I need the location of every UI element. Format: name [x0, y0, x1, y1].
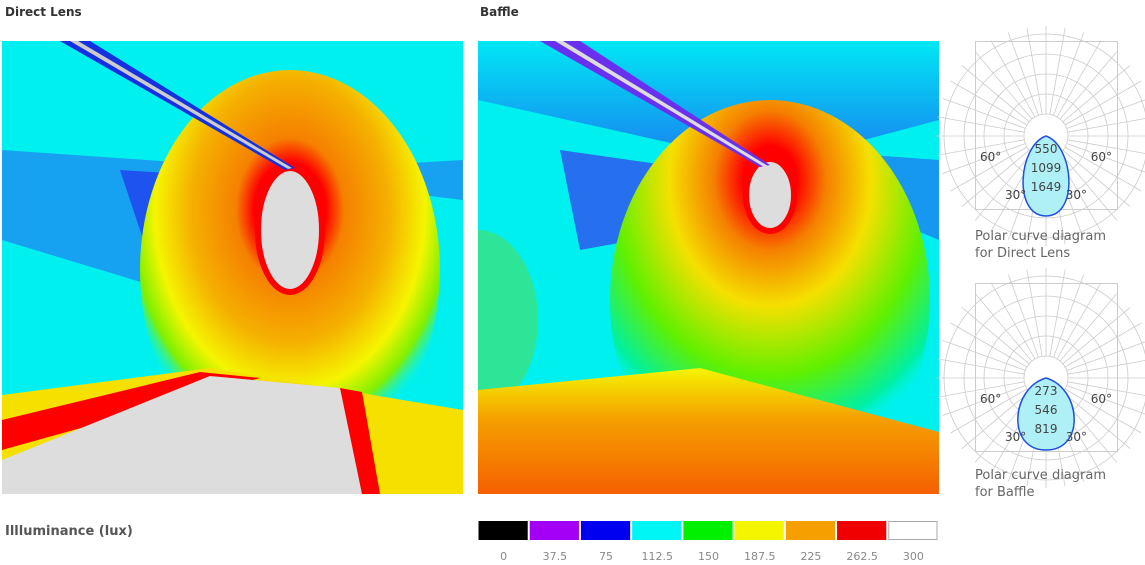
grid-ray: [1059, 293, 1118, 362]
grid-ray: [1066, 385, 1145, 415]
intensity-label: 273: [1035, 384, 1058, 398]
angle-label: 60°: [980, 392, 1001, 406]
legend-swatch: [478, 521, 528, 540]
polar-diagram: 60° 60° 30° 30° 273 546 819: [936, 268, 1145, 488]
legend-value: 262.5: [846, 550, 878, 563]
legend-swatch: [580, 521, 631, 540]
caption-line: for Direct Lens: [975, 246, 1071, 261]
legend-value: 37.5: [543, 550, 568, 563]
grid-ray: [1067, 381, 1145, 396]
legend-swatch: [888, 521, 938, 540]
grid-ray: [961, 149, 1030, 208]
polar-diagram: 60° 60° 30° 30° 550 1099 1649: [936, 26, 1145, 246]
angle-label: 30°: [1005, 430, 1026, 444]
grid-ray: [942, 385, 1026, 416]
grid-ray: [974, 152, 1033, 221]
polar-curve: [1017, 377, 1075, 451]
panel-title: Direct Lens: [5, 5, 82, 19]
grid-ray: [1049, 269, 1066, 357]
grid-ray: [961, 64, 1030, 123]
legend-swatch: [837, 521, 887, 540]
grid-ray: [1059, 152, 1118, 221]
caption-line: Polar curve diagram: [975, 468, 1106, 483]
legend-swatch: [785, 521, 836, 540]
angle-label: 30°: [1066, 188, 1087, 202]
grid-ray: [937, 381, 1025, 398]
legend-value: 300: [903, 550, 924, 563]
grid-ray: [942, 143, 1026, 174]
grid-ray: [990, 40, 1036, 118]
grid-ray: [1064, 80, 1142, 126]
legend-value: 150: [698, 550, 719, 563]
grid-ray: [1056, 282, 1102, 360]
angle-label: 60°: [1091, 150, 1112, 164]
intensity-label: 1099: [1031, 161, 1062, 175]
caption-line: for Baffle: [975, 485, 1035, 500]
render-baffle: [478, 41, 939, 494]
grid-ray: [942, 340, 1026, 371]
grid-ray: [942, 98, 1026, 129]
grid-ray: [1064, 146, 1142, 192]
legend-value: 225: [800, 550, 821, 563]
grid-ray: [1067, 360, 1145, 375]
angle-label: 30°: [1005, 188, 1026, 202]
caption-line: Polar curve diagram: [975, 229, 1106, 244]
grid-ray: [1064, 388, 1142, 434]
grid-ray: [1008, 32, 1039, 116]
grid-ray: [950, 388, 1028, 434]
grid-ray: [950, 80, 1028, 126]
angle-label: 60°: [1091, 392, 1112, 406]
grid-ray: [950, 322, 1028, 368]
grid-ray: [1066, 341, 1145, 371]
grid-ray: [937, 139, 1025, 156]
grid-ray: [937, 116, 1025, 133]
legend-value: 112.5: [642, 550, 674, 563]
grid-ray: [990, 282, 1036, 360]
polar-caption: Polar curve diagram for Baffle: [975, 467, 1106, 501]
legend-swatch: [632, 521, 682, 540]
grid-ray: [1053, 274, 1084, 358]
grid-ray: [974, 51, 1033, 120]
grid-ray: [1067, 139, 1145, 154]
grid-ray: [1056, 40, 1102, 118]
intensity-label: 550: [1035, 142, 1058, 156]
grid-ray: [1026, 27, 1043, 115]
grid-ray: [1008, 274, 1039, 358]
angle-label: 60°: [980, 150, 1001, 164]
intensity-label: 819: [1035, 422, 1058, 436]
grid-ray: [1059, 51, 1118, 120]
render-direct-lens: [2, 41, 463, 494]
grid-ray: [974, 293, 1033, 362]
grid-ray: [961, 391, 1030, 450]
grid-ray: [1053, 32, 1084, 116]
grid-ray: [1049, 27, 1066, 115]
grid-ray: [1066, 99, 1145, 129]
legend-value: 75: [599, 550, 613, 563]
intensity-label: 1649: [1031, 180, 1062, 194]
legend-value: 187.5: [744, 550, 776, 563]
polar-curve: [1022, 135, 1070, 217]
polar-caption: Polar curve diagram for Direct Lens: [975, 228, 1106, 262]
grid-ray: [937, 358, 1025, 375]
legend-swatch: [734, 521, 784, 540]
intensity-label: 546: [1035, 403, 1058, 417]
grid-ray: [1064, 322, 1142, 368]
grid-ray: [1062, 391, 1131, 450]
grid-ray: [1067, 118, 1145, 133]
grid-ray: [1062, 64, 1131, 123]
grid-ray: [961, 306, 1030, 365]
legend-value: 0: [500, 550, 507, 563]
grid-ray: [1062, 149, 1131, 208]
grid-ray: [1026, 269, 1043, 357]
legend-title: Illluminance (lux): [5, 524, 133, 539]
grid-ray: [1066, 143, 1145, 173]
grid-ray: [1062, 306, 1131, 365]
legend-swatch: [683, 521, 733, 540]
legend-swatch: [529, 521, 579, 540]
grid-ray: [950, 146, 1028, 192]
panel-title: Baffle: [480, 5, 519, 19]
angle-label: 30°: [1066, 430, 1087, 444]
